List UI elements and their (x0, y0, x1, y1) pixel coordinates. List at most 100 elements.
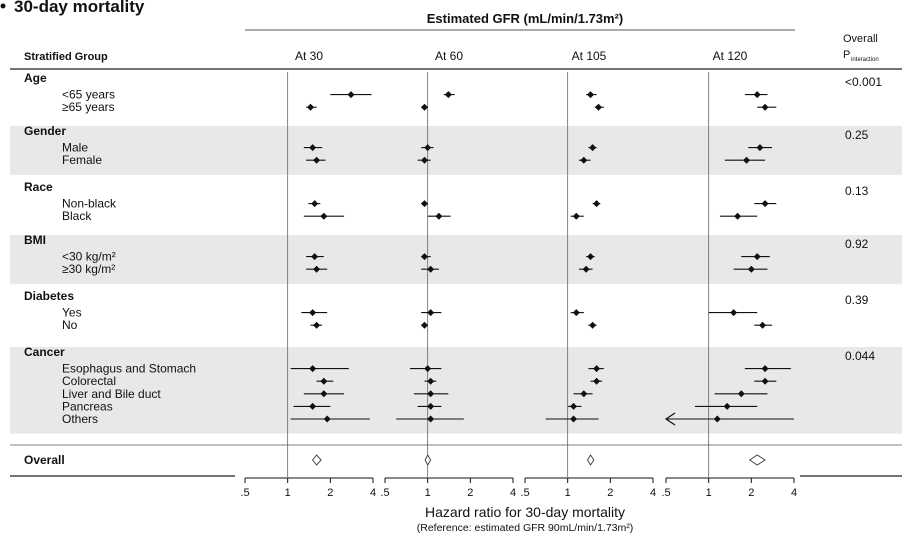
point-estimate (424, 144, 432, 152)
x-tick-label: 2 (607, 487, 613, 499)
point-estimate (313, 265, 321, 273)
stratified-group-header: Stratified Group (24, 51, 108, 63)
point-estimate (589, 144, 597, 152)
overall-diamond (586, 454, 595, 466)
point-estimate (421, 103, 429, 111)
point-estimate (309, 144, 317, 152)
x-tick-label: 2 (327, 487, 333, 499)
point-estimate (730, 309, 738, 317)
row-label: No (62, 318, 78, 332)
p-interaction-value: 0.25 (845, 128, 869, 142)
point-estimate (747, 265, 755, 273)
x-tick-label: .5 (240, 487, 249, 499)
point-estimate (761, 377, 769, 385)
overall-p-header-line1: Overall (843, 33, 878, 45)
p-interaction-value: 0.13 (845, 184, 869, 198)
point-estimate (572, 309, 580, 317)
panel-header: At 60 (435, 49, 463, 63)
group-label: Cancer (24, 345, 65, 359)
point-estimate (311, 253, 319, 261)
point-estimate (753, 253, 761, 261)
point-estimate (587, 91, 595, 99)
chart-title: 30-day mortality (14, 0, 145, 16)
point-estimate (313, 321, 321, 329)
panel-header: At 120 (713, 49, 748, 63)
x-tick-label: 1 (565, 487, 571, 499)
point-estimate (421, 156, 429, 164)
point-estimate (761, 365, 769, 373)
row-label: Male (62, 141, 88, 155)
point-estimate (582, 265, 590, 273)
group-shading (10, 126, 902, 175)
x-tick-label: .5 (520, 487, 529, 499)
x-tick-label: 4 (650, 487, 656, 499)
point-estimate (427, 309, 435, 317)
overall-p-header-subscript: interaction (851, 57, 879, 63)
point-estimate (424, 365, 432, 373)
point-estimate (761, 200, 769, 208)
overall-diamond (424, 453, 432, 467)
point-estimate (753, 91, 761, 99)
row-label: <65 years (62, 88, 115, 102)
x-tick-label: 1 (285, 487, 291, 499)
row-label: Esophagus and Stomach (62, 362, 196, 376)
p-interaction-value: 0.39 (845, 293, 869, 307)
x-tick-label: 1 (706, 487, 712, 499)
p-interaction-value: 0.92 (845, 237, 869, 251)
point-estimate (723, 402, 731, 410)
point-estimate (593, 200, 601, 208)
point-estimate (734, 212, 742, 220)
point-estimate (587, 253, 595, 261)
overall-diamond (311, 454, 322, 466)
point-estimate (737, 390, 745, 398)
row-label: Pancreas (62, 399, 113, 413)
point-estimate (580, 156, 588, 164)
point-estimate (594, 103, 602, 111)
overall-p-header-letter: P (843, 49, 850, 61)
point-estimate (570, 415, 578, 423)
group-shading (10, 235, 902, 284)
x-tick-label: 2 (748, 487, 754, 499)
x-tick-label: 1 (425, 487, 431, 499)
point-estimate (713, 415, 721, 423)
x-tick-label: 4 (791, 487, 797, 499)
point-estimate (427, 377, 435, 385)
point-estimate (427, 265, 435, 273)
row-label: Female (62, 153, 102, 167)
point-estimate (589, 321, 597, 329)
x-tick-label: 4 (370, 487, 376, 499)
gfr-header-label: Estimated GFR (mL/min/1.73m²) (427, 11, 623, 26)
row-label: Non-black (62, 197, 117, 211)
point-estimate (761, 103, 769, 111)
x-axis-sublabel: (Reference: estimated GFR 90mL/min/1.73m… (417, 522, 634, 534)
point-estimate (320, 377, 328, 385)
point-estimate (444, 91, 452, 99)
row-label: Others (62, 412, 98, 426)
point-estimate (580, 390, 588, 398)
point-estimate (313, 156, 321, 164)
point-estimate (421, 321, 429, 329)
p-interaction-value: <0.001 (845, 75, 882, 89)
group-label: Race (24, 180, 53, 194)
panel-header: At 105 (572, 49, 607, 63)
row-label: Liver and Bile duct (62, 387, 161, 401)
point-estimate (421, 253, 429, 261)
point-estimate (570, 402, 578, 410)
point-estimate (347, 91, 355, 99)
x-tick-label: 4 (510, 487, 516, 499)
row-label: Black (62, 209, 92, 223)
row-label: Yes (62, 306, 82, 320)
row-label: ≥30 kg/m² (62, 262, 115, 276)
point-estimate (427, 402, 435, 410)
x-tick-label: .5 (380, 487, 389, 499)
row-label: Colorectal (62, 374, 116, 388)
point-estimate (421, 200, 429, 208)
ci-arrow (664, 412, 676, 426)
point-estimate (743, 156, 751, 164)
point-estimate (593, 365, 601, 373)
point-estimate (435, 212, 443, 220)
point-estimate (309, 402, 317, 410)
panel-header: At 30 (295, 49, 323, 63)
row-label: ≥65 years (62, 100, 115, 114)
